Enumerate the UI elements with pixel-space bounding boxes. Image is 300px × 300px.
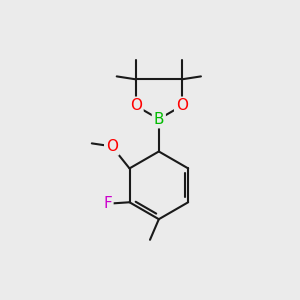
Text: O: O <box>106 139 118 154</box>
Text: F: F <box>103 196 112 211</box>
Text: B: B <box>154 112 164 127</box>
Text: O: O <box>130 98 142 113</box>
Text: O: O <box>176 98 188 113</box>
